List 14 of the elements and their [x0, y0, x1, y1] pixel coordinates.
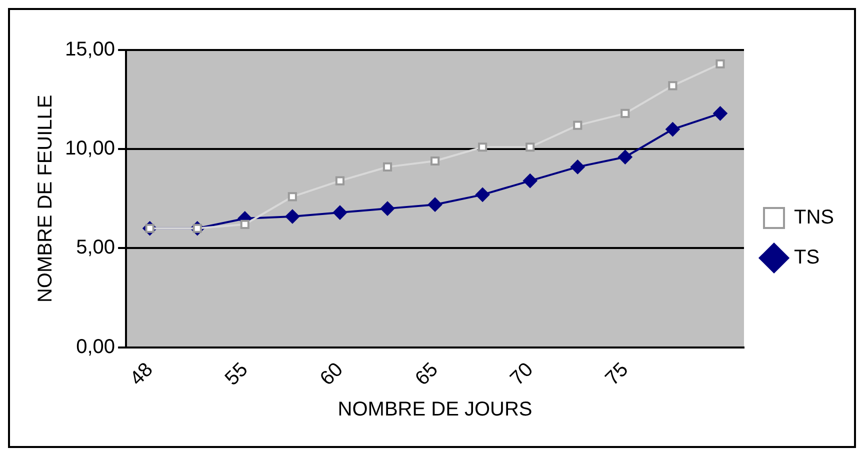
y-tick-label: 15,00: [64, 38, 116, 61]
x-tick-label: 75: [601, 358, 633, 390]
x-tick-label: 60: [316, 358, 348, 390]
legend-label: TS: [794, 246, 820, 269]
y-axis-title: NOMBRE DE FEUILLE: [34, 94, 57, 303]
x-tick-label: 65: [411, 358, 442, 390]
x-tick-label: 70: [506, 358, 538, 390]
x-tick-label: 48: [126, 358, 158, 390]
x-tick-label: 55: [221, 358, 252, 390]
y-tick-label: 5,00: [76, 236, 116, 259]
y-tick-label: 0,00: [76, 336, 116, 358]
x-axis-title: NOMBRE DE JOURS: [338, 398, 532, 421]
y-tick-label: 10,00: [64, 138, 116, 160]
legend-label: TNS: [794, 206, 834, 229]
